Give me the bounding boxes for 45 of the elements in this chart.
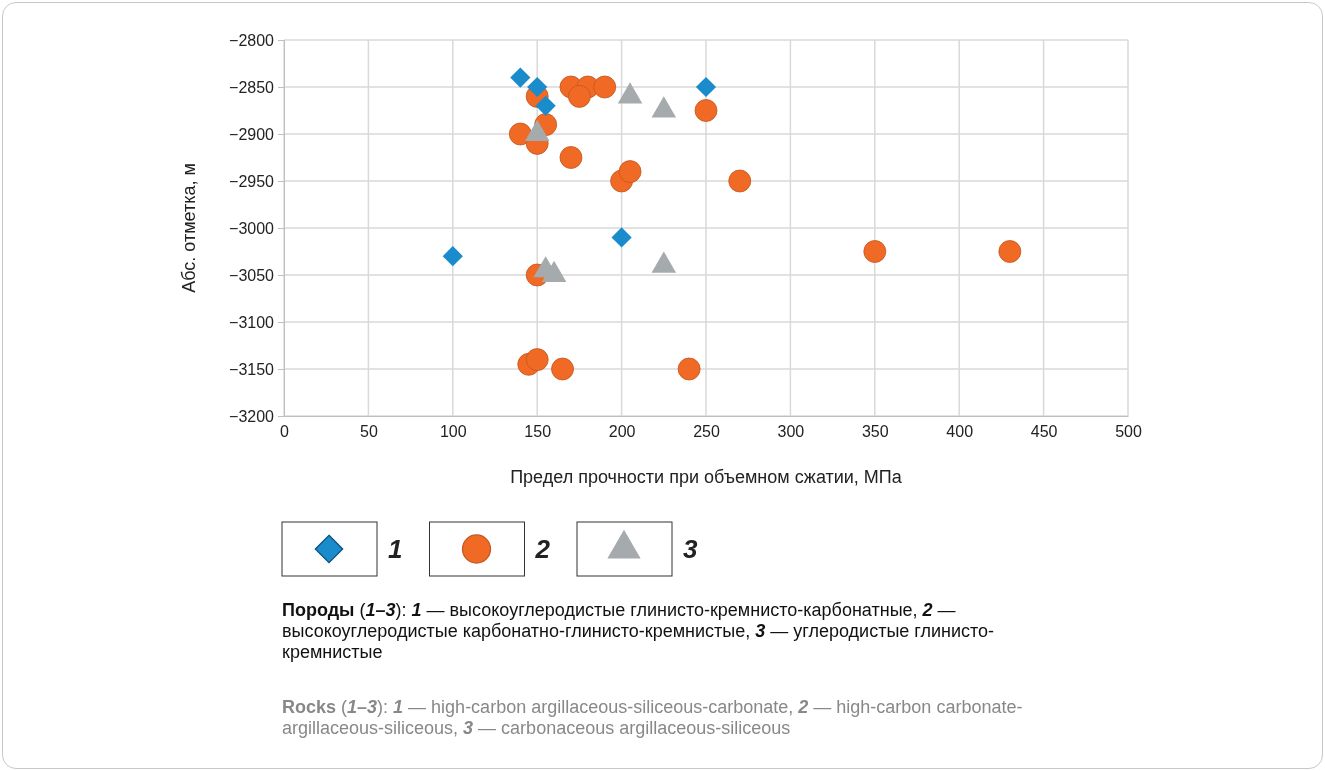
x-tick-label: 50 [360,423,378,441]
text: Rocks (1–3): 1 — high-carbon argillaceous-siliceous-carbonate, 2 — high-carbon carbonate-argillaceous-siliceous, 3 — carbonaceous argillaceous-siliceous [282,697,1023,738]
point [611,227,632,248]
point [998,240,1022,263]
point [442,246,463,267]
point [728,169,752,193]
point [593,75,617,99]
legend-label: 3 [683,534,698,564]
x-tick-label: 150 [524,423,552,441]
x-tick-label: 400 [946,423,974,441]
point [694,99,718,122]
point [535,95,556,116]
legend-label: 2 [534,534,551,564]
y-tick-label: −3150 [229,360,275,378]
x-axis-title: Предел прочности при объемном сжатии, МПа [510,467,903,487]
y-tick-label: −2800 [229,31,275,49]
point [508,122,532,146]
x-tick-label: 250 [693,423,720,441]
x-tick-label: 100 [439,423,467,441]
y-tick-label: −2850 [229,78,275,96]
point [510,67,531,88]
point [568,85,591,108]
point [677,357,701,381]
point [863,240,887,263]
x-tick-label: 0 [280,423,290,441]
x-tick-label: 500 [1115,423,1142,441]
point [695,76,717,98]
point [551,357,574,381]
point [525,348,549,371]
y-axis-title: Абс. отметка, м [179,163,199,293]
y-tick-label: −2900 [229,125,275,143]
y-tick-label: −3000 [229,219,275,237]
y-tick-label: −3200 [229,407,275,425]
legend-label: 1 [388,534,403,564]
x-tick-label: 350 [861,423,889,441]
text: Породы (1–3): 1 — высокоуглеродистые глинисто-кремнисто-карбонатные, 2 — высокоуглеродистые карбонатно-глинисто-кремнистые, 3 — углеродистые глинисто-кремнистые [282,600,995,662]
y-tick-label: −2950 [229,172,275,190]
point [618,160,642,183]
point [559,146,583,169]
x-tick-label: 300 [777,423,805,441]
x-tick-label: 200 [608,423,636,441]
y-tick-label: −3100 [229,313,275,331]
point [527,76,548,98]
x-tick-label: 450 [1030,423,1058,441]
y-tick-label: −3050 [229,266,275,284]
